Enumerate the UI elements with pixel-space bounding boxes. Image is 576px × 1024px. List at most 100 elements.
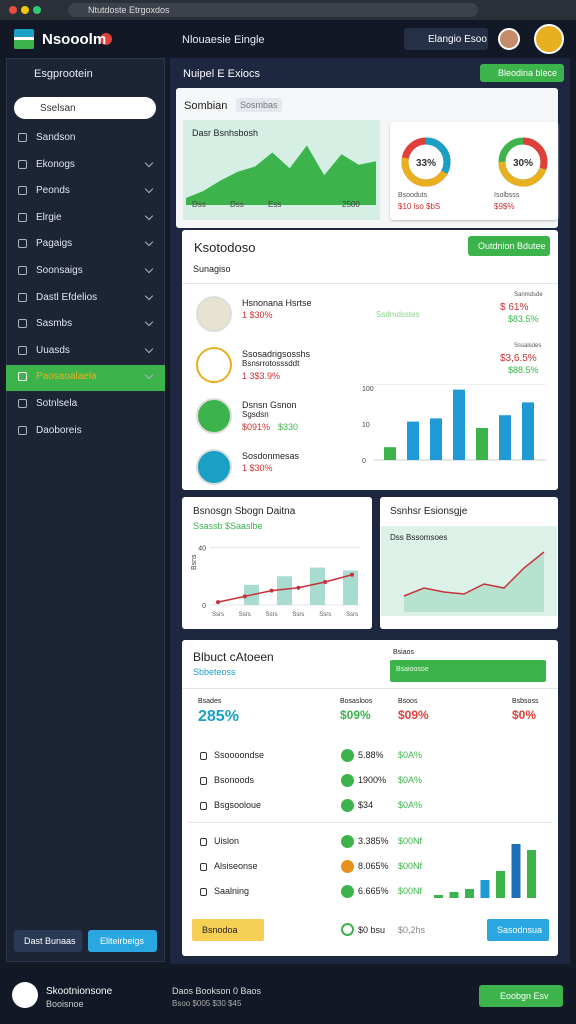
bar: [449, 892, 459, 898]
row-value: $34: [358, 800, 374, 810]
line-series: [403, 551, 545, 597]
menu-item[interactable]: Sasmbs: [36, 318, 73, 330]
button-label[interactable]: Bleodina blece: [498, 68, 558, 78]
y-tick-label: 0: [202, 603, 206, 610]
footer-role: Booisnoe: [46, 999, 84, 1009]
sidebar: [6, 58, 165, 962]
button-label[interactable]: Bsnodoa: [202, 925, 238, 935]
row-label: Bsonoods: [214, 775, 255, 785]
filter-label[interactable]: Sunagiso: [193, 264, 231, 274]
card-sub: Dss Bssomsoes: [390, 533, 448, 542]
sidebar-button[interactable]: [14, 930, 82, 952]
area-fill: [404, 552, 544, 612]
avatar: [498, 28, 520, 50]
search-text[interactable]: Sselsan: [40, 103, 76, 114]
menu-item[interactable]: Daoboreis: [36, 424, 82, 436]
action-button[interactable]: [468, 236, 550, 256]
url-text: Ntutdoste Etrgoxdos: [88, 5, 170, 15]
right-label: Sssalsdes: [514, 343, 542, 349]
footer-button[interactable]: [479, 985, 563, 1007]
user-name[interactable]: Elangio Esoo: [428, 34, 487, 45]
menu-icon: [18, 212, 27, 222]
donut-caption: Isolbsss: [494, 192, 520, 199]
row-sub: Bsnsrrotosssddt: [242, 359, 300, 368]
sidebar-button[interactable]: [88, 930, 157, 952]
menu-item[interactable]: Elrgie: [36, 211, 62, 223]
row-value: 5.88%: [358, 750, 384, 760]
search-box[interactable]: [14, 97, 156, 119]
button-label[interactable]: Sasodnsua: [497, 925, 543, 935]
footer-avatar: [12, 982, 38, 1008]
row-amount: $0A%: [398, 750, 423, 760]
footer-button[interactable]: [487, 919, 549, 941]
x-tick-label: Ssrs: [266, 612, 278, 618]
stat-label: Bsbsoss: [512, 698, 539, 705]
menu-item[interactable]: Pagaigs: [36, 238, 73, 250]
action-button[interactable]: [480, 64, 564, 82]
row-name: Sosdonmesas: [242, 451, 300, 461]
status-icon: [341, 860, 354, 873]
window-dot: [33, 6, 41, 14]
right-value: $ 61%: [500, 302, 529, 313]
card-sub: Sbbeteoss: [193, 667, 236, 677]
menu-item[interactable]: Paosaoalaela: [36, 371, 97, 383]
meta-text: $0,2hs: [398, 925, 426, 935]
row-icon: [200, 752, 207, 760]
menu-item[interactable]: Dastl Efdelios: [36, 291, 98, 303]
chart-border: [360, 384, 546, 385]
status-icon: [341, 799, 354, 812]
bar: [384, 447, 396, 460]
field[interactable]: [390, 660, 546, 682]
donut-label: 30%: [513, 158, 533, 169]
row-amount: $0A%: [398, 800, 423, 810]
footer-info: Daos Bookson 0 Baos: [172, 986, 262, 996]
menu-item[interactable]: Uuasds: [36, 344, 70, 356]
y-tick-label: 0: [362, 458, 366, 465]
bar: [465, 889, 474, 898]
row-extra: $330: [278, 422, 299, 432]
menu-icon: [18, 239, 27, 249]
trend-card: [182, 497, 372, 629]
row-value: 1 3$3.9%: [242, 371, 281, 381]
row-name: Hsnonana Hsrtse: [242, 298, 312, 308]
row-amount: $0A%: [398, 775, 423, 785]
menu-item[interactable]: Sandson: [36, 132, 76, 143]
menu-item[interactable]: Ekonogs: [36, 158, 75, 170]
footer-button[interactable]: [192, 919, 264, 941]
field-text[interactable]: Bsaioosoe: [396, 666, 429, 673]
row-value: 1 $30%: [242, 310, 273, 320]
card-title: Ksotodoso: [194, 240, 256, 255]
menu-item[interactable]: Peonds: [36, 185, 70, 197]
button-label[interactable]: Eoobgn Esv: [500, 991, 549, 1001]
line-point: [242, 594, 247, 599]
y-axis-label: Bsns: [191, 554, 198, 570]
window-dot: [9, 6, 17, 14]
bar: [476, 428, 488, 460]
button-label[interactable]: Eliteirbeigs: [100, 936, 145, 946]
user-button[interactable]: [404, 28, 488, 50]
bar: [499, 415, 511, 460]
donut-value: [401, 137, 451, 187]
row-label: Ssoooondse: [214, 750, 265, 760]
menu-item[interactable]: Soonsaigs: [36, 265, 83, 276]
meta-text: $0 bsu: [358, 925, 386, 935]
x-tick-label: Dss: [230, 200, 244, 209]
status-icon: [341, 923, 354, 936]
row-avatar: [196, 296, 232, 332]
tag-text: Sosmbas: [240, 100, 278, 110]
right-value: $3,6.5%: [500, 353, 537, 364]
y-tick-label: 10: [362, 422, 370, 429]
row-icon: [200, 863, 207, 871]
x-tick-label: Ssrs: [346, 612, 358, 618]
button-label[interactable]: Dast Bunaas: [24, 936, 76, 946]
button-label[interactable]: Outdnion Bdutee: [478, 241, 546, 251]
card-title: Blbuct cAtoeen: [193, 650, 274, 664]
menu-icon: [18, 186, 27, 196]
donut-sub: $9$%: [494, 202, 515, 211]
report-card: [182, 640, 558, 956]
menu-item[interactable]: Sotnlsela: [36, 398, 78, 409]
row-value: 3.385%: [358, 836, 389, 846]
y-tick-label: 40: [198, 545, 206, 552]
